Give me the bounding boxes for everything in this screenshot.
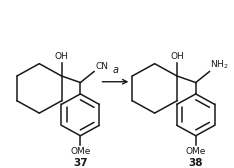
Text: 37: 37 — [73, 158, 88, 168]
Text: NH$_2$: NH$_2$ — [210, 58, 229, 71]
Text: OH: OH — [55, 52, 69, 61]
Text: OMe: OMe — [70, 147, 91, 156]
Text: OH: OH — [170, 52, 184, 61]
Text: a: a — [112, 65, 118, 75]
Text: OMe: OMe — [186, 147, 206, 156]
Text: 38: 38 — [189, 158, 203, 168]
Text: CN: CN — [95, 62, 108, 71]
